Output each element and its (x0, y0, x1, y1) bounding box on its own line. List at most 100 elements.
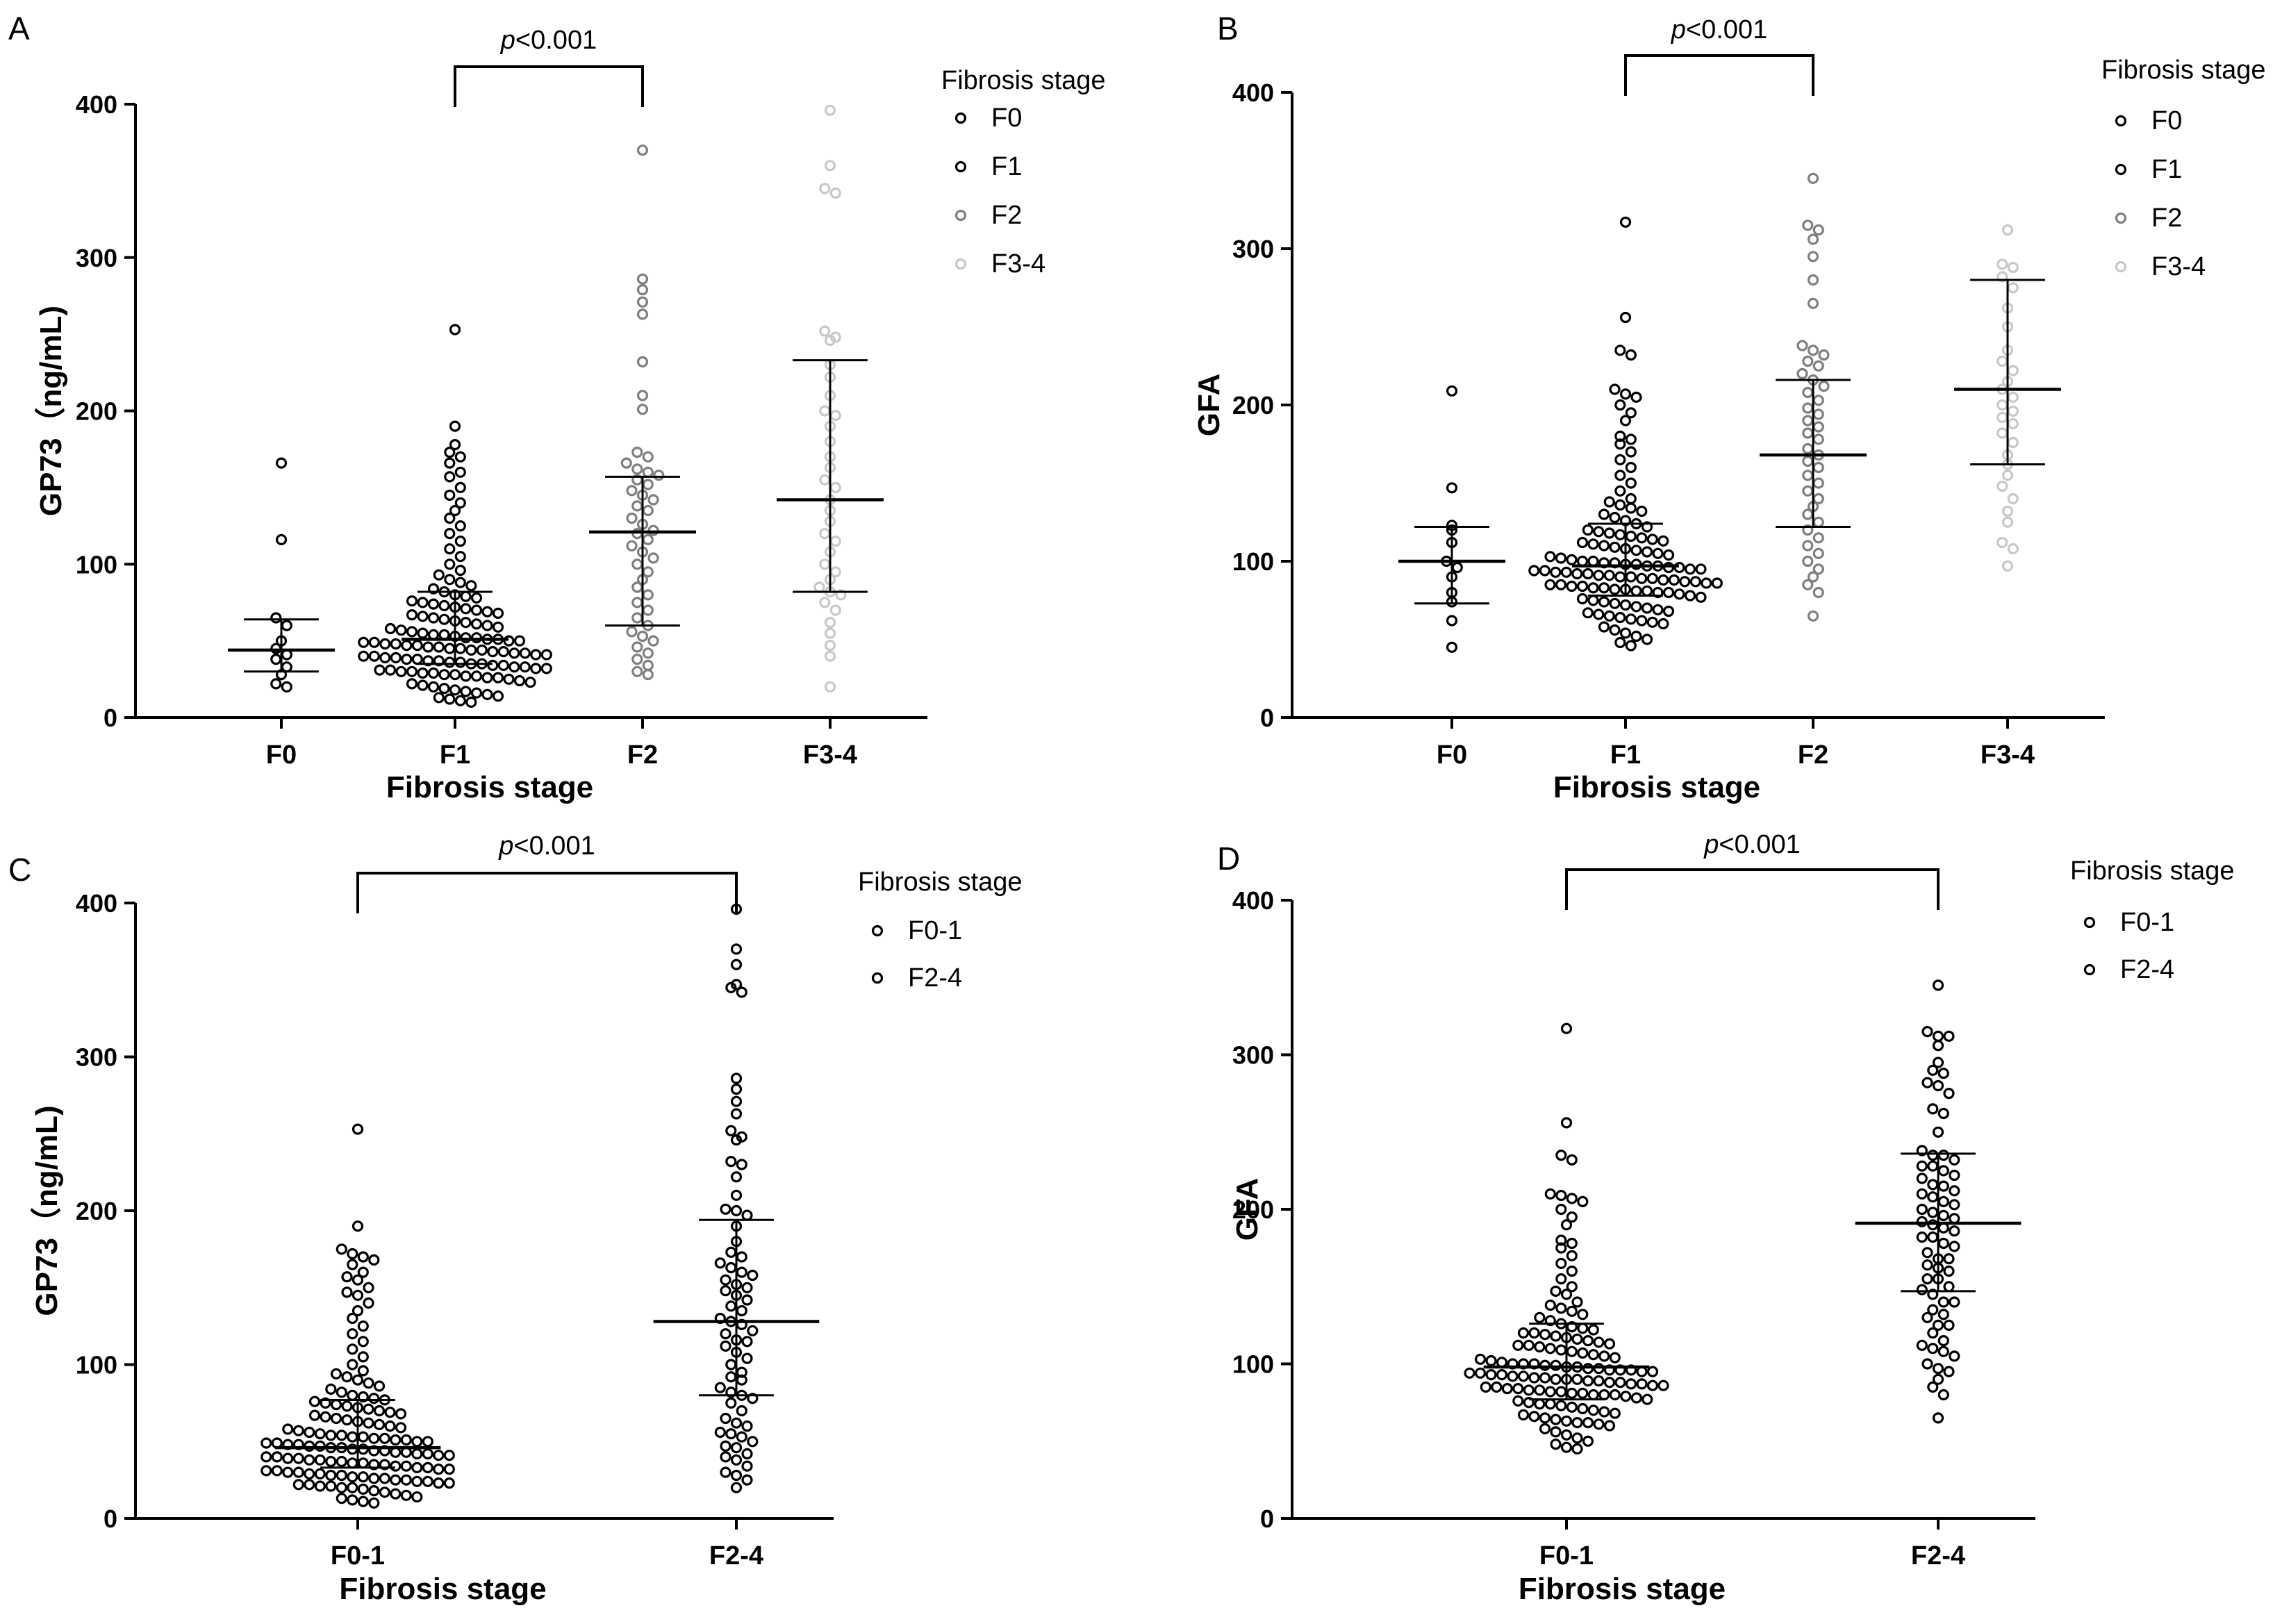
data-point (1485, 1368, 1497, 1381)
summary-f2 (589, 475, 696, 627)
data-point (347, 1482, 358, 1493)
data-point (747, 1269, 759, 1282)
y-tick-label: 400 (76, 889, 117, 918)
data-point (1446, 615, 1458, 627)
y-tick-label: 100 (1232, 1350, 1274, 1379)
data-point (454, 466, 466, 478)
data-point (741, 1420, 753, 1432)
data-point (730, 943, 743, 955)
data-point (1603, 1420, 1616, 1432)
panel-c: C 0 100 200 300 400 F0-1 F2-4 Fibrosis stage GP73… (8, 831, 1023, 1606)
data-point (1614, 399, 1626, 411)
data-point (395, 1408, 407, 1420)
data-point (741, 1352, 753, 1364)
data-point (736, 1431, 747, 1443)
data-point (1807, 172, 1819, 184)
data-point (368, 1497, 380, 1509)
data-point (1555, 1149, 1567, 1161)
data-point (1480, 1381, 1491, 1393)
data-point (481, 620, 493, 631)
p-value-label: p<0.001 (1703, 830, 1800, 859)
data-point (1603, 570, 1615, 581)
data-point (1582, 1375, 1594, 1387)
data-point (1555, 1189, 1567, 1202)
data-point (400, 1460, 412, 1472)
data-point (1625, 571, 1637, 583)
data-point (444, 656, 456, 668)
data-point (2001, 470, 2014, 481)
data-point (368, 1459, 380, 1470)
data-point (1555, 552, 1567, 564)
data-point (636, 273, 649, 285)
data-point (427, 583, 440, 595)
data-point (1943, 1281, 1955, 1293)
data-point (406, 665, 418, 677)
data-point (1582, 1334, 1594, 1347)
data-point (1932, 1040, 1944, 1052)
data-point (1812, 408, 1824, 420)
data-point (476, 644, 488, 656)
data-point (454, 520, 466, 532)
data-point (481, 606, 493, 618)
data-point (438, 599, 450, 612)
data-point (1528, 1411, 1540, 1423)
data-point (1517, 1370, 1530, 1382)
data-point (417, 611, 429, 622)
data-point (1916, 1145, 1928, 1157)
x-tick-label-f3-4: F3-4 (1981, 740, 2035, 770)
data-point (320, 1397, 331, 1409)
data-point (444, 543, 456, 555)
data-point (1636, 572, 1648, 584)
significance-bracket (1624, 54, 1814, 96)
legend-label-f2: F2 (991, 201, 1022, 230)
data-point (2007, 391, 2019, 403)
data-point (1802, 524, 1814, 536)
data-point (379, 1459, 390, 1470)
data-point (1937, 1107, 1949, 1120)
p-symbol: p (1703, 830, 1719, 859)
data-point (1609, 624, 1621, 636)
data-point (390, 1474, 402, 1486)
data-point (1560, 1429, 1573, 1441)
data-point (720, 1203, 731, 1215)
data-point (1544, 1386, 1556, 1398)
data-point (1625, 407, 1637, 419)
data-point (1630, 1392, 1642, 1404)
data-point (454, 643, 466, 654)
data-point (714, 1257, 726, 1269)
data-point (470, 670, 483, 682)
data-point (497, 659, 509, 672)
data-point (1614, 485, 1626, 497)
data-point (352, 1274, 364, 1286)
data-point (519, 661, 531, 673)
legend-marker (2083, 916, 2096, 929)
data-point (357, 1431, 369, 1443)
data-point (1657, 1379, 1669, 1391)
data-point (513, 674, 526, 687)
legend-title: Fibrosis stage (2070, 856, 2235, 886)
data-point (1796, 367, 1808, 380)
data-point (1491, 1381, 1503, 1393)
data-point (725, 1397, 737, 1409)
data-point (720, 1440, 731, 1452)
data-point (1802, 355, 1814, 367)
data-point (829, 535, 841, 547)
data-point (358, 636, 370, 648)
y-tick-label: 400 (1232, 78, 1274, 107)
data-point (390, 1488, 402, 1500)
data-point (433, 641, 445, 653)
data-point (444, 527, 456, 540)
data-point (281, 620, 292, 631)
data-point (1943, 1253, 1955, 1265)
data-point (1614, 454, 1626, 465)
panel-letter: D (1217, 840, 1240, 877)
x-axis-title: Fibrosis stage (1519, 1572, 1726, 1606)
data-point (411, 1436, 423, 1448)
data-point (330, 1398, 342, 1411)
data-point (1927, 1160, 1939, 1172)
legend-label-f3-4: F3-4 (991, 249, 1045, 279)
data-point (390, 638, 402, 650)
summary-f1 (402, 590, 509, 665)
data-point (642, 466, 654, 478)
